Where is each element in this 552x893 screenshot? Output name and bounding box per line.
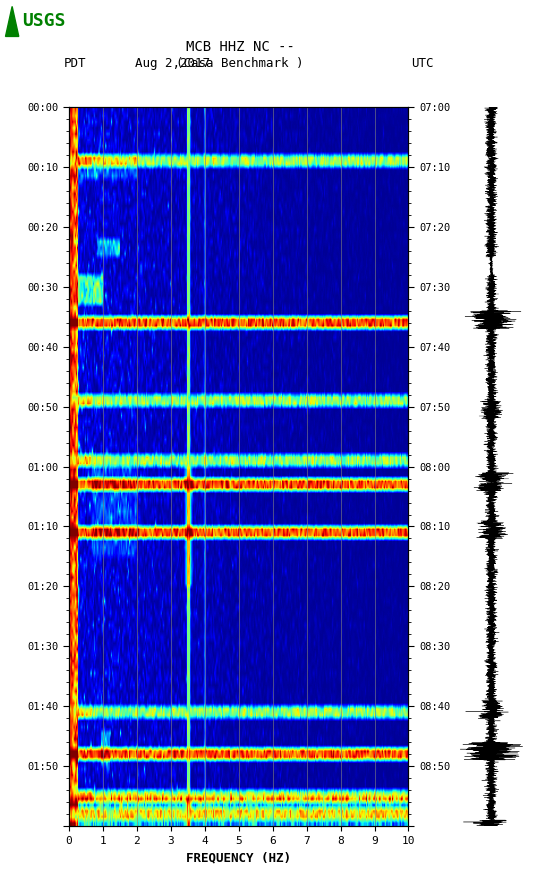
X-axis label: FREQUENCY (HZ): FREQUENCY (HZ) — [186, 851, 291, 864]
Text: PDT: PDT — [63, 56, 86, 70]
Text: Aug 2,2017: Aug 2,2017 — [135, 56, 210, 70]
Polygon shape — [6, 6, 19, 37]
Text: USGS: USGS — [22, 13, 66, 30]
Text: MCB HHZ NC --: MCB HHZ NC -- — [185, 39, 295, 54]
Text: (Casa Benchmark ): (Casa Benchmark ) — [177, 56, 304, 70]
Text: UTC: UTC — [411, 56, 434, 70]
